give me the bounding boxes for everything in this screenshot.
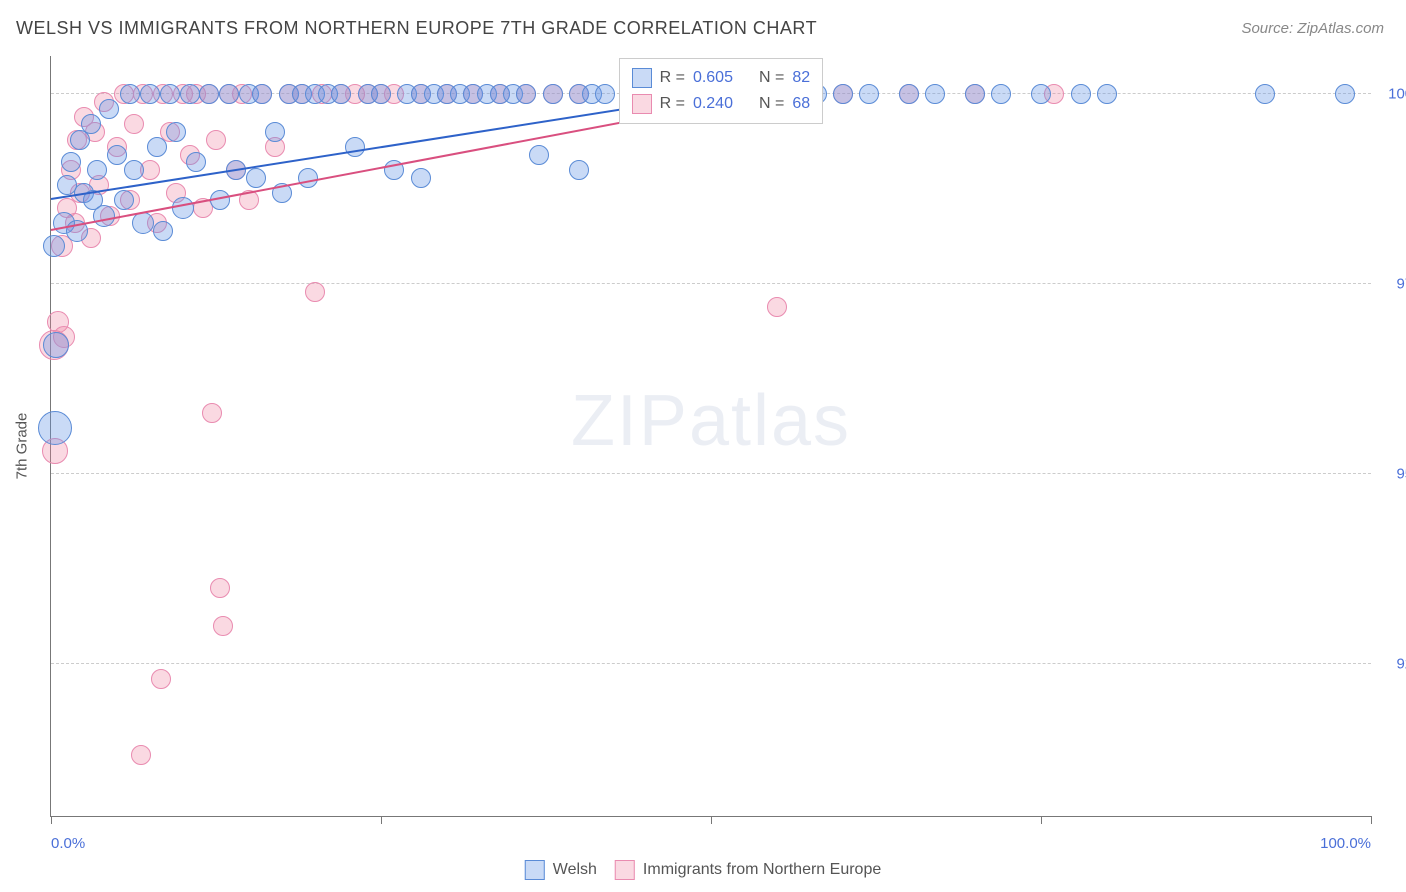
scatter-point bbox=[516, 84, 536, 104]
watermark: ZIPatlas bbox=[571, 380, 851, 462]
scatter-point bbox=[210, 578, 230, 598]
scatter-point bbox=[345, 137, 365, 157]
scatter-point bbox=[1335, 84, 1355, 104]
plot-area: ZIPatlas 92.5%95.0%97.5%100.0%0.0%100.0%… bbox=[50, 56, 1371, 817]
swatch-immigrants bbox=[615, 860, 635, 880]
legend-bottom: Welsh Immigrants from Northern Europe bbox=[525, 860, 881, 880]
legend-item-welsh: Welsh bbox=[525, 860, 597, 880]
scatter-point bbox=[120, 84, 140, 104]
n-value: 68 bbox=[792, 95, 810, 113]
scatter-point bbox=[1031, 84, 1051, 104]
scatter-point bbox=[213, 616, 233, 636]
n-label: N = bbox=[759, 95, 784, 113]
r-value: 0.240 bbox=[693, 95, 733, 113]
scatter-point bbox=[38, 411, 72, 445]
legend-stats: R = 0.605 N = 82 R = 0.240 N = 68 bbox=[619, 58, 824, 124]
r-label: R = bbox=[660, 69, 685, 87]
swatch-icon bbox=[632, 68, 652, 88]
scatter-point bbox=[124, 160, 144, 180]
n-label: N = bbox=[759, 69, 784, 87]
scatter-point bbox=[595, 84, 615, 104]
scatter-point bbox=[965, 84, 985, 104]
scatter-point bbox=[43, 332, 69, 358]
scatter-point bbox=[252, 84, 272, 104]
legend-item-immigrants: Immigrants from Northern Europe bbox=[615, 860, 881, 880]
scatter-point bbox=[180, 84, 200, 104]
scatter-point bbox=[202, 403, 222, 423]
scatter-point bbox=[151, 669, 171, 689]
xtick bbox=[1041, 816, 1042, 824]
scatter-point bbox=[1071, 84, 1091, 104]
xtick bbox=[51, 816, 52, 824]
xtick-label: 0.0% bbox=[51, 835, 85, 852]
legend-label-immigrants: Immigrants from Northern Europe bbox=[643, 861, 881, 879]
scatter-point bbox=[87, 160, 107, 180]
y-axis-label: 7th Grade bbox=[14, 413, 31, 480]
scatter-point bbox=[61, 152, 81, 172]
scatter-point bbox=[206, 130, 226, 150]
scatter-point bbox=[81, 114, 101, 134]
scatter-point bbox=[899, 84, 919, 104]
xtick bbox=[381, 816, 382, 824]
xtick bbox=[1371, 816, 1372, 824]
ytick-label: 95.0% bbox=[1379, 466, 1406, 483]
scatter-point bbox=[153, 221, 173, 241]
scatter-point bbox=[305, 282, 325, 302]
gridline-h bbox=[51, 283, 1371, 284]
scatter-point bbox=[199, 84, 219, 104]
scatter-point bbox=[166, 122, 186, 142]
scatter-point bbox=[186, 152, 206, 172]
scatter-point bbox=[131, 745, 151, 765]
scatter-point bbox=[991, 84, 1011, 104]
watermark-atlas: atlas bbox=[689, 381, 851, 461]
scatter-point bbox=[99, 99, 119, 119]
scatter-point bbox=[569, 160, 589, 180]
source-label: Source: ZipAtlas.com bbox=[1241, 20, 1384, 37]
legend-label-welsh: Welsh bbox=[553, 861, 597, 879]
scatter-point bbox=[925, 84, 945, 104]
scatter-point bbox=[147, 137, 167, 157]
ytick-label: 97.5% bbox=[1379, 276, 1406, 293]
scatter-point bbox=[331, 84, 351, 104]
r-value: 0.605 bbox=[693, 69, 733, 87]
scatter-point bbox=[298, 168, 318, 188]
legend-stats-row: R = 0.240 N = 68 bbox=[632, 91, 811, 117]
scatter-point bbox=[411, 168, 431, 188]
chart-title: WELSH VS IMMIGRANTS FROM NORTHERN EUROPE… bbox=[16, 18, 817, 39]
swatch-welsh bbox=[525, 860, 545, 880]
scatter-point bbox=[529, 145, 549, 165]
scatter-point bbox=[43, 235, 65, 257]
scatter-point bbox=[132, 212, 154, 234]
n-value: 82 bbox=[792, 69, 810, 87]
scatter-point bbox=[767, 297, 787, 317]
swatch-icon bbox=[632, 94, 652, 114]
scatter-point bbox=[160, 84, 180, 104]
r-label: R = bbox=[660, 95, 685, 113]
scatter-point bbox=[265, 122, 285, 142]
scatter-point bbox=[219, 84, 239, 104]
scatter-point bbox=[124, 114, 144, 134]
ytick-label: 92.5% bbox=[1379, 656, 1406, 673]
scatter-point bbox=[93, 205, 115, 227]
scatter-point bbox=[859, 84, 879, 104]
xtick bbox=[711, 816, 712, 824]
scatter-point bbox=[833, 84, 853, 104]
watermark-zip: ZIP bbox=[571, 381, 689, 461]
xtick-label: 100.0% bbox=[1320, 835, 1371, 852]
scatter-point bbox=[246, 168, 266, 188]
scatter-point bbox=[140, 84, 160, 104]
scatter-point bbox=[172, 197, 194, 219]
scatter-point bbox=[107, 145, 127, 165]
gridline-h bbox=[51, 663, 1371, 664]
ytick-label: 100.0% bbox=[1379, 86, 1406, 103]
gridline-h bbox=[51, 473, 1371, 474]
legend-stats-row: R = 0.605 N = 82 bbox=[632, 65, 811, 91]
scatter-point bbox=[543, 84, 563, 104]
scatter-point bbox=[1097, 84, 1117, 104]
scatter-point bbox=[1255, 84, 1275, 104]
scatter-point bbox=[114, 190, 134, 210]
scatter-point bbox=[371, 84, 391, 104]
